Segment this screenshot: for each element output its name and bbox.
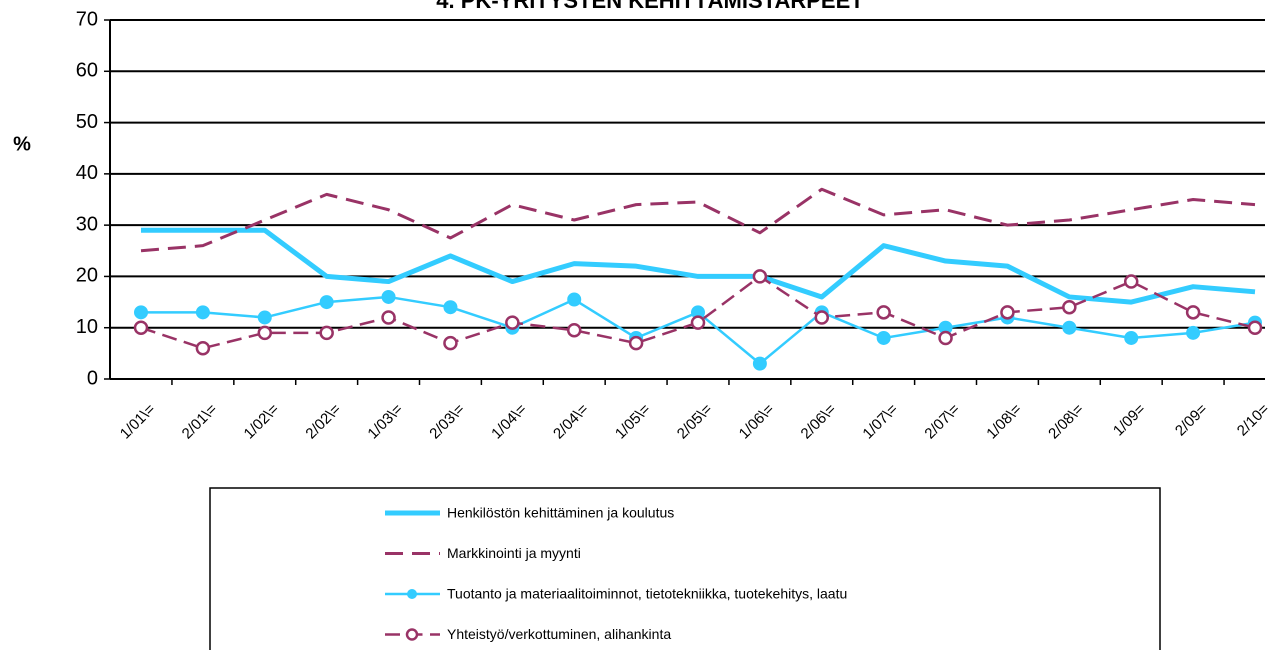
legend-label: Henkilöstön kehittäminen ja koulutus (447, 505, 674, 521)
data-point (133, 320, 149, 335)
data-point (195, 305, 210, 320)
x-tick-label: 1/03\= (364, 400, 406, 442)
data-point (134, 305, 148, 320)
data-point (752, 269, 768, 284)
data-point (1185, 305, 1201, 320)
y-tick-label: 30 (76, 213, 98, 235)
data-point (1123, 274, 1139, 289)
data-point (195, 340, 211, 356)
y-axis-label: % (13, 133, 31, 155)
y-tick-label: 50 (76, 111, 98, 133)
x-tick-label: 1/02\= (241, 400, 283, 442)
data-point (752, 356, 767, 371)
data-point (690, 315, 706, 330)
series-line (140, 187, 1256, 253)
chart-title: 4. PK-YRITYSTEN KEHITTÄMISTARPEET (436, 0, 864, 13)
data-point (1062, 299, 1077, 315)
data-point (566, 323, 582, 338)
data-point (876, 305, 891, 320)
x-tick-label: 1/01\= (117, 400, 159, 442)
data-point (938, 330, 953, 346)
x-tick-label: 2/01\= (179, 400, 221, 442)
data-point (381, 289, 396, 304)
data-point (257, 325, 273, 341)
data-point (505, 315, 520, 330)
data-point (567, 292, 582, 307)
x-tick-label: 1/06\= (736, 400, 778, 442)
data-point (1000, 305, 1015, 320)
x-tick-label: 2/08\= (1045, 400, 1087, 442)
x-tick-label: 1/08\= (983, 400, 1025, 442)
legend-marker (405, 628, 419, 641)
legend-box (209, 487, 1161, 650)
x-tick-label: 2/04\= (550, 400, 592, 442)
data-point (876, 330, 891, 345)
x-tick-label: 1/04\= (488, 400, 530, 442)
data-point (1124, 330, 1139, 345)
data-point (381, 310, 396, 325)
data-point (1186, 325, 1201, 340)
data-point (443, 335, 458, 351)
x-tick-label: 2/06\= (798, 400, 840, 442)
data-point (628, 335, 644, 351)
data-point (1247, 320, 1263, 335)
x-tick-label: 2/03\= (426, 400, 468, 442)
x-tick-label: 2/07\= (921, 400, 963, 442)
data-point (443, 300, 458, 315)
x-tick-label: 1/07\= (859, 400, 901, 442)
x-tick-label: 2/05\= (674, 400, 716, 442)
x-tick-label: 1/05\= (612, 400, 654, 442)
y-tick-label: 40 (76, 162, 98, 184)
data-point (319, 295, 334, 310)
x-tick-label: 2/10= (1234, 400, 1273, 439)
legend-label: Markkinointi ja myynti (447, 545, 581, 561)
data-point (257, 310, 272, 325)
data-point (814, 310, 830, 325)
x-tick-label: 2/09= (1172, 400, 1211, 439)
y-tick-label: 10 (76, 316, 98, 338)
data-point (319, 325, 334, 341)
x-tick-label: 1/09= (1110, 400, 1149, 439)
legend-label: Yhteistyö/verkottuminen, alihankinta (447, 626, 671, 642)
y-tick-label: 20 (76, 265, 98, 287)
x-tick-label: 2/02\= (302, 400, 344, 442)
y-tick-label: 0 (87, 367, 98, 389)
legend-marker (407, 589, 417, 599)
series-line (141, 227, 1256, 305)
data-point (1062, 320, 1077, 335)
y-tick-label: 70 (76, 8, 98, 30)
y-tick-label: 60 (76, 60, 98, 82)
legend-label: Tuotanto ja materiaalitoiminnot, tietote… (447, 586, 847, 602)
